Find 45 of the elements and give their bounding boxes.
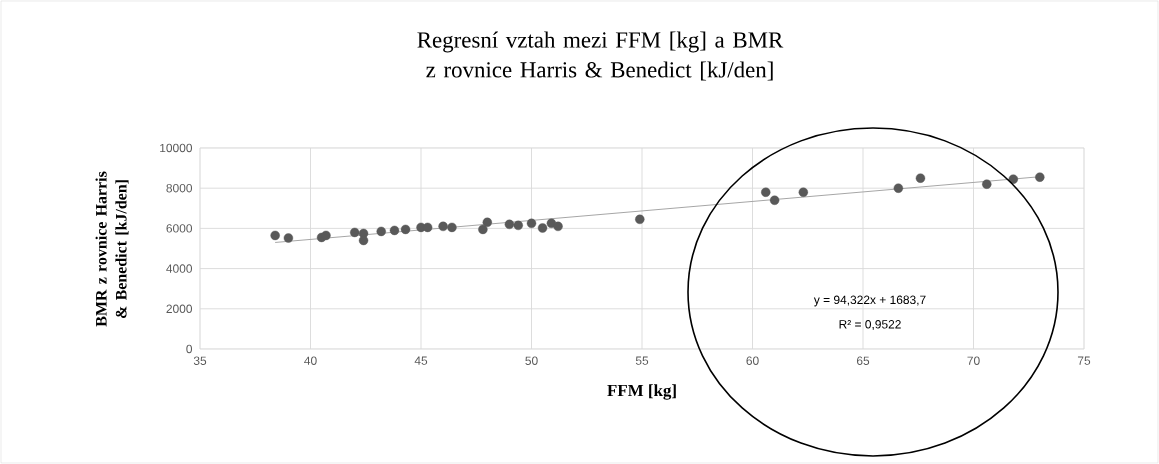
point: [376, 226, 386, 237]
x-tick-label: 60: [746, 356, 759, 365]
x-tick-label: 50: [525, 356, 538, 365]
point: [438, 221, 448, 232]
point: [389, 225, 400, 236]
point: [526, 218, 537, 229]
annotation: y = 94,322x + 1683,7: [813, 295, 926, 307]
point: [513, 220, 523, 231]
x-axis-title: FFM [kg]: [607, 384, 676, 400]
y-tick-label: 8000: [166, 183, 193, 193]
x-tick-label: 55: [635, 356, 649, 365]
x-tick-label: 40: [304, 356, 317, 365]
y-tick-label: 0: [186, 344, 193, 354]
point: [553, 221, 563, 232]
x-tick-label: 70: [967, 356, 980, 365]
y-axis-title: BMR z rovnice Harris & Benedict [kJ/den]: [95, 171, 129, 327]
point: [321, 230, 331, 241]
annotation: R² = 0,9522: [839, 320, 901, 330]
point: [893, 183, 904, 193]
x-tick-label: 65: [856, 356, 870, 365]
point: [350, 227, 360, 238]
point: [1035, 172, 1045, 182]
point: [798, 187, 809, 197]
point: [537, 223, 548, 233]
point: [270, 230, 280, 241]
point: [504, 219, 515, 230]
point: [482, 217, 493, 228]
point: [982, 179, 992, 189]
y-tick-label: 6000: [166, 224, 193, 233]
point: [447, 222, 457, 233]
point: [1008, 174, 1018, 184]
point: [915, 173, 926, 183]
chart-title: Regresní vztah mezi FFM [kg] a BMR z rovnice Harris & Benedict [kJ/den]: [417, 31, 784, 81]
x-tick-label: 35: [193, 356, 207, 365]
point: [761, 187, 771, 197]
x-tick-label: 75: [1077, 356, 1091, 365]
x-tick-label: 45: [414, 356, 428, 365]
y-tick-label: 10000: [160, 143, 193, 153]
point: [283, 233, 294, 243]
y-tick-label: 4000: [166, 264, 193, 273]
point: [635, 214, 645, 225]
point: [769, 195, 780, 205]
point: [478, 224, 488, 235]
point: [400, 224, 411, 235]
y-tick-label: 2000: [166, 304, 193, 314]
